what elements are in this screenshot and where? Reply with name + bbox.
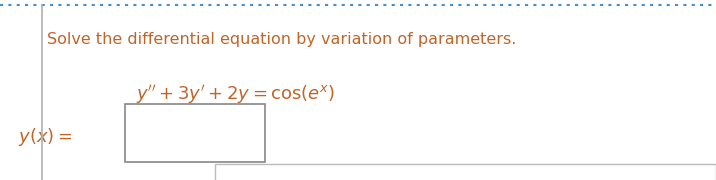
Text: $y(x) =$: $y(x) =$ <box>18 126 72 148</box>
Text: $y'' + 3y' + 2y = \cos(e^x)$: $y'' + 3y' + 2y = \cos(e^x)$ <box>136 83 335 106</box>
Text: Solve the differential equation by variation of parameters.: Solve the differential equation by varia… <box>47 32 516 47</box>
